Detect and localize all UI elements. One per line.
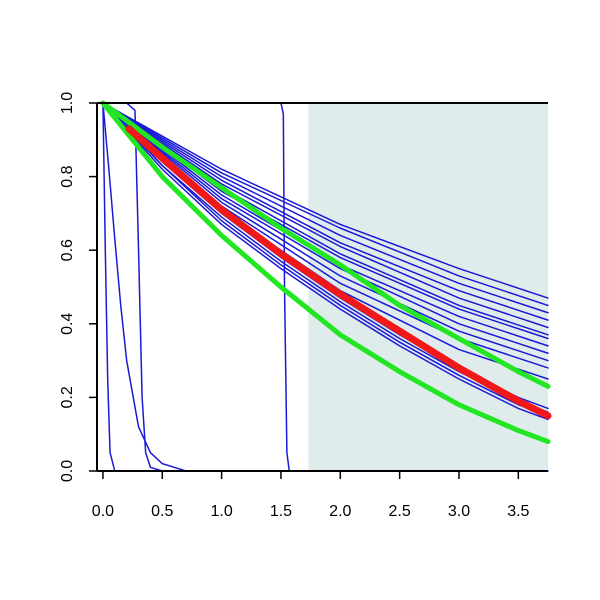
y-axis-ticks: 0.0 0.2 0.4 0.6 0.8 1.0 xyxy=(59,92,97,482)
series-line-0 xyxy=(102,102,116,472)
series-line-13 xyxy=(102,102,549,354)
series-line-19 xyxy=(102,102,549,417)
y-tick-label: 1.0 xyxy=(59,92,76,114)
series-line-2 xyxy=(102,102,164,472)
y-tick-label: 0.4 xyxy=(59,313,76,335)
series-line-6 xyxy=(102,102,549,307)
series-line-20 xyxy=(102,102,549,421)
series-line-14 xyxy=(102,102,549,362)
y-tick-label: 0.6 xyxy=(59,239,76,261)
x-tick-label: 2.5 xyxy=(389,503,411,520)
series-line-8 xyxy=(102,102,549,321)
series-line-9 xyxy=(102,102,549,329)
x-tick-label: 0.5 xyxy=(151,503,173,520)
series-line-7 xyxy=(102,102,549,314)
series-line-22 xyxy=(100,100,551,445)
x-tick-label: 3.0 xyxy=(448,503,470,520)
shaded-region xyxy=(308,103,548,471)
series-line-23 xyxy=(125,125,552,420)
x-tick-label: 1.5 xyxy=(270,503,292,520)
x-tick-label: 2.0 xyxy=(329,503,351,520)
series-line-5 xyxy=(102,102,549,299)
series-line-21 xyxy=(100,100,551,389)
y-tick-label: 0.8 xyxy=(59,165,76,187)
x-tick-label: 1.0 xyxy=(210,503,232,520)
series-lines xyxy=(100,100,552,472)
y-tick-label: 0.2 xyxy=(59,386,76,408)
x-tick-label: 0.0 xyxy=(92,503,114,520)
series-line-1 xyxy=(102,102,187,472)
y-tick-label: 0.0 xyxy=(59,460,76,482)
x-tick-label: 3.5 xyxy=(507,503,529,520)
x-axis-ticks: 0.0 0.5 1.0 1.5 2.0 2.5 3.0 3.5 xyxy=(92,471,530,520)
